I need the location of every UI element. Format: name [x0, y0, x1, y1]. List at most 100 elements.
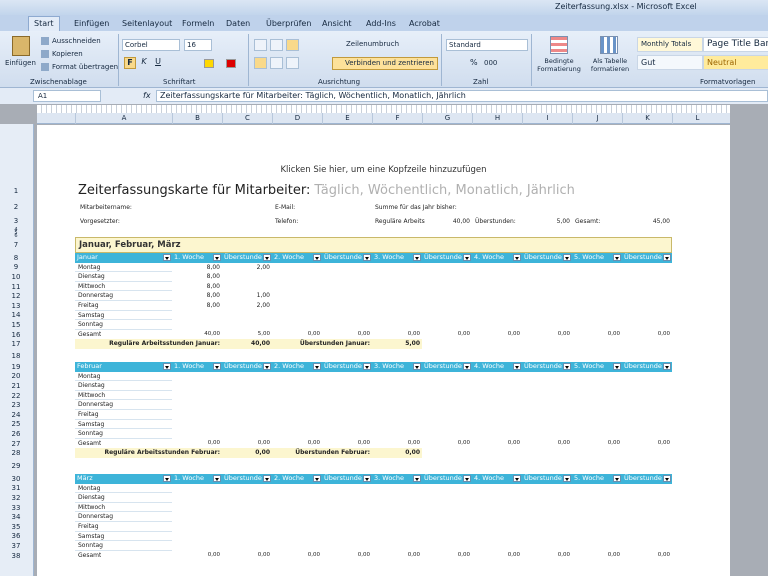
day-label[interactable]: Sonntag	[78, 542, 103, 550]
row-number[interactable]: 20	[11, 372, 21, 381]
row-number[interactable]: 2	[13, 203, 19, 211]
total-value[interactable]: 5,00	[257, 330, 270, 337]
summary-text[interactable]: 0,00	[405, 449, 420, 457]
header-cell[interactable]: Überstunde	[424, 362, 462, 370]
header-cell[interactable]: Überstunde	[424, 253, 462, 261]
day-label[interactable]: Montag	[78, 263, 101, 271]
day-label[interactable]: Samstag	[78, 532, 105, 540]
header-cell[interactable]: Überstunde	[524, 474, 562, 482]
total-value[interactable]: 0,00	[257, 439, 270, 446]
info-text[interactable]: Reguläre Arbeits	[375, 218, 425, 225]
font-color[interactable]	[226, 59, 236, 68]
header-cell[interactable]: 5. Woche	[574, 362, 604, 370]
row-number[interactable]: 1	[13, 187, 19, 195]
row-number[interactable]: 18	[11, 351, 21, 360]
row-number[interactable]: 27	[11, 439, 21, 448]
total-value[interactable]: 0,00	[507, 330, 520, 337]
total-value[interactable]: 0,00	[657, 330, 670, 337]
filter-dropdown[interactable]	[313, 475, 321, 482]
filter-dropdown[interactable]	[663, 254, 671, 261]
cond-icon[interactable]	[550, 36, 568, 54]
info-text[interactable]: Überstunden:	[475, 218, 516, 225]
info-text[interactable]: Telefon:	[275, 218, 299, 225]
header-cell[interactable]: 1. Woche	[174, 474, 204, 482]
filter-dropdown[interactable]	[463, 254, 471, 261]
header-cell[interactable]: Überstunde	[524, 362, 562, 370]
align-button[interactable]	[286, 39, 299, 51]
row-number[interactable]: 23	[11, 401, 21, 410]
day-label[interactable]: Dienstag	[78, 273, 105, 281]
header-cell[interactable]: 4. Woche	[474, 362, 504, 370]
header-cell[interactable]: Februar	[77, 362, 102, 370]
day-label[interactable]: Dienstag	[78, 382, 105, 390]
column-header[interactable]: E	[322, 113, 372, 124]
day-label[interactable]: Donnerstag	[78, 513, 114, 521]
filter-dropdown[interactable]	[363, 475, 371, 482]
day-label[interactable]: Gesamt	[78, 439, 102, 447]
hours-value[interactable]: 8,00	[206, 302, 220, 309]
row-number[interactable]: 29	[11, 462, 21, 470]
total-value[interactable]: 0,00	[457, 439, 470, 446]
day-label[interactable]: Gesamt	[78, 551, 102, 559]
day-label[interactable]: Gesamt	[78, 330, 102, 338]
column-header[interactable]: J	[572, 113, 622, 124]
header-cell[interactable]: Überstunde	[224, 474, 262, 482]
summary-text[interactable]: Überstunden Januar:	[299, 340, 370, 348]
table-icon[interactable]	[600, 36, 618, 54]
filter-dropdown[interactable]	[663, 363, 671, 370]
filter-dropdown[interactable]	[563, 254, 571, 261]
total-value[interactable]: 0,00	[557, 439, 570, 446]
ribbon-tab[interactable]: Acrobat	[409, 19, 440, 28]
summary-text[interactable]: 40,00	[251, 340, 270, 348]
font-underline[interactable]: U	[155, 57, 161, 66]
ribbon-tab[interactable]: Add-Ins	[366, 19, 396, 28]
quarter-row[interactable]: Januar, Februar, März	[75, 237, 672, 253]
total-value[interactable]: 0,00	[407, 439, 420, 446]
filter-dropdown[interactable]	[363, 363, 371, 370]
total-value[interactable]: 0,00	[307, 551, 320, 558]
filter-dropdown[interactable]	[163, 254, 171, 261]
info-text[interactable]: Gesamt:	[575, 218, 601, 225]
day-label[interactable]: Montag	[78, 484, 101, 492]
align-button[interactable]	[286, 57, 299, 69]
day-label[interactable]: Mittwoch	[78, 503, 106, 511]
summary-text[interactable]: Überstunden Februar:	[295, 449, 370, 457]
header-cell[interactable]: 3. Woche	[374, 362, 404, 370]
row-number[interactable]: 9	[13, 263, 19, 272]
hours-value[interactable]: 8,00	[206, 273, 220, 281]
total-value[interactable]: 0,00	[357, 439, 370, 446]
row-number[interactable]: 7	[13, 241, 19, 249]
filter-dropdown[interactable]	[563, 475, 571, 482]
day-label[interactable]: Mittwoch	[78, 391, 106, 399]
filter-dropdown[interactable]	[163, 363, 171, 370]
header-cell[interactable]: 2. Woche	[274, 253, 304, 261]
header-cell[interactable]: Überstunde	[324, 253, 362, 261]
day-label[interactable]: Freitag	[78, 523, 99, 530]
paste-icon[interactable]	[12, 36, 30, 56]
day-label[interactable]: Samstag	[78, 311, 105, 319]
header-cell[interactable]: Überstunde	[224, 253, 262, 261]
filter-dropdown[interactable]	[263, 363, 271, 370]
filter-dropdown[interactable]	[363, 254, 371, 261]
row-number[interactable]: 25	[11, 420, 21, 429]
day-label[interactable]: Donnerstag	[78, 401, 114, 409]
ribbon-tab[interactable]: Überprüfen	[266, 19, 312, 28]
filter-dropdown[interactable]	[613, 363, 621, 370]
font-bold[interactable]: F	[124, 57, 136, 69]
day-label[interactable]: Sonntag	[78, 321, 103, 329]
fill-color[interactable]	[204, 59, 214, 68]
header-cell[interactable]: 5. Woche	[574, 253, 604, 261]
filter-dropdown[interactable]	[213, 363, 221, 370]
align-button[interactable]	[270, 57, 283, 69]
total-value[interactable]: 0,00	[507, 439, 520, 446]
column-header[interactable]: L	[672, 113, 722, 124]
cell-style[interactable]: Neutral	[703, 55, 768, 70]
style-conditional[interactable]: Bedingte Formatierung	[537, 57, 581, 73]
header-cell[interactable]: Überstunde	[624, 253, 662, 261]
filter-dropdown[interactable]	[263, 475, 271, 482]
info-text[interactable]: E-Mail:	[275, 204, 296, 211]
row-number[interactable]: 8	[13, 253, 19, 262]
info-text[interactable]: Vorgesetzter:	[80, 218, 120, 225]
name-box[interactable]: A1	[33, 90, 101, 102]
row-number[interactable]: 32	[11, 494, 21, 502]
